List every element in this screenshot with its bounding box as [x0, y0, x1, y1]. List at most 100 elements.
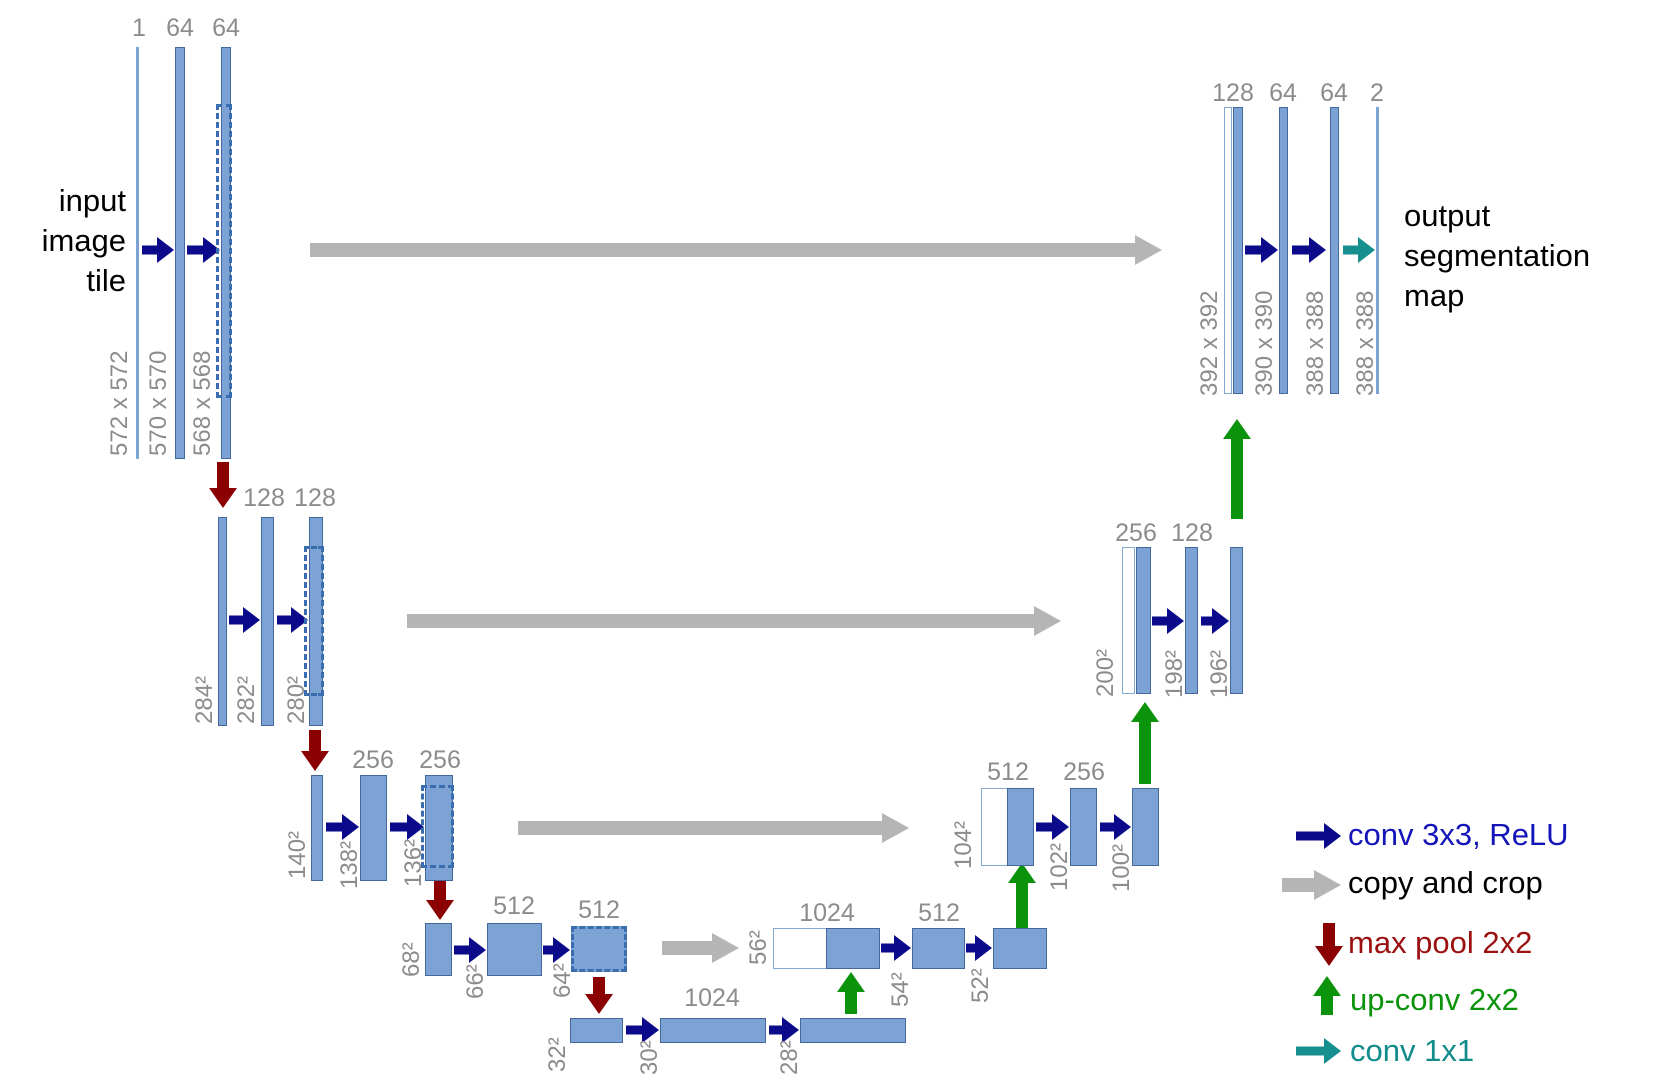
conv3x3-arrow: [1100, 814, 1131, 840]
output-label-line: map: [1404, 278, 1465, 313]
feature-map: [218, 517, 227, 726]
copy-crop-arrow: [518, 813, 909, 843]
feature-map: [1230, 547, 1243, 694]
conv1x1-arrow-legend-icon: [1296, 1038, 1341, 1064]
output-segmentation-map-label: output segmentation map: [1404, 196, 1590, 316]
size-label: 198²: [1161, 649, 1188, 698]
conv1x1-arrow: [1343, 237, 1375, 263]
upconv-arrow: [1223, 419, 1251, 519]
output-label-line: segmentation: [1404, 238, 1591, 273]
channel-count-label: 64: [1320, 79, 1348, 107]
size-label: 388 x 388: [1302, 290, 1329, 396]
conv3x3-arrow: [326, 814, 359, 840]
size-label: 388 x 388: [1352, 290, 1379, 396]
maxpool-arrow: [209, 462, 237, 508]
size-label: 196²: [1206, 649, 1233, 698]
copied-feature-map: [981, 788, 1008, 866]
size-label: 284²: [191, 675, 218, 724]
feature-map: [1185, 547, 1198, 694]
size-label: 568 x 568: [189, 350, 216, 456]
channel-count-label: 256: [1063, 758, 1105, 786]
feature-map: [1136, 547, 1151, 694]
size-label: 390 x 390: [1251, 290, 1278, 396]
feature-map: [1007, 788, 1034, 866]
size-label: 570 x 570: [145, 350, 172, 456]
feature-map: [800, 1018, 906, 1043]
feature-map: [1233, 107, 1243, 394]
feature-map: [570, 1018, 623, 1043]
copy-crop-arrow: [662, 933, 739, 963]
size-label: 200²: [1092, 648, 1119, 697]
channel-count-label: 128: [294, 484, 336, 512]
size-label: 56²: [745, 930, 772, 965]
legend-label-upconv: up-conv 2x2: [1350, 982, 1519, 1017]
size-label: 136²: [400, 838, 427, 887]
feature-map: [360, 775, 387, 881]
size-label: 30²: [636, 1040, 663, 1075]
feature-map: [1070, 788, 1097, 866]
feature-map: [1376, 107, 1379, 394]
channel-count-label: 128: [1171, 519, 1213, 547]
conv3x3-arrow: [966, 935, 992, 961]
upconv-arrow: [837, 972, 865, 1014]
channel-count-label: 128: [243, 484, 285, 512]
feature-map: [660, 1018, 766, 1043]
feature-map: [311, 775, 323, 881]
copied-feature-map: [773, 928, 827, 969]
feature-map: [912, 928, 965, 969]
copy-crop-arrow-legend-icon: [1282, 870, 1341, 900]
size-label: 282²: [233, 675, 260, 724]
size-label: 68²: [398, 942, 425, 977]
legend-label-copy-and-crop: copy and crop: [1348, 865, 1543, 900]
size-label: 28²: [776, 1040, 803, 1075]
conv3x3-arrow: [543, 937, 570, 963]
legend-label-conv3x3: conv 3x3, ReLU: [1348, 817, 1569, 852]
size-label: 54²: [887, 972, 914, 1007]
channel-count-label: 256: [419, 746, 461, 774]
upconv-arrow: [1131, 702, 1159, 784]
channel-count-label: 512: [918, 899, 960, 927]
conv3x3-arrow: [1201, 608, 1229, 634]
conv3x3-arrow: [187, 237, 220, 263]
copied-feature-map: [1224, 107, 1232, 394]
size-label: 100²: [1108, 843, 1135, 892]
channel-count-label: 512: [493, 892, 535, 920]
input-image-tile-label: input image tile: [18, 181, 126, 301]
copy-crop-arrow: [407, 606, 1061, 636]
upconv-arrow: [1008, 863, 1036, 928]
conv3x3-arrow: [1292, 237, 1326, 263]
conv3x3-arrow: [881, 935, 911, 961]
input-label-line: tile: [86, 263, 126, 298]
conv3x3-arrow: [626, 1017, 659, 1043]
feature-map: [571, 926, 627, 972]
copy-crop-arrow: [310, 235, 1162, 265]
channel-count-label: 64: [166, 14, 194, 42]
channel-count-label: 1: [132, 14, 146, 42]
size-label: 64²: [549, 963, 576, 998]
size-label: 280²: [283, 675, 310, 724]
copied-feature-map: [1122, 547, 1135, 694]
channel-count-label: 128: [1212, 79, 1254, 107]
feature-map: [136, 47, 139, 459]
feature-map: [1330, 107, 1339, 394]
feature-map: [1279, 107, 1288, 394]
channel-count-label: 64: [212, 14, 240, 42]
conv3x3-arrow: [1152, 608, 1184, 634]
maxpool-arrow-legend-icon: [1315, 923, 1343, 966]
channel-count-label: 1024: [799, 899, 855, 927]
maxpool-arrow: [585, 977, 613, 1014]
channel-count-label: 2: [1370, 79, 1384, 107]
size-label: 66²: [462, 964, 489, 999]
crop-region-outline: [421, 785, 454, 868]
crop-region-outline: [216, 104, 232, 398]
size-label: 52²: [967, 968, 994, 1003]
output-label-line: output: [1404, 198, 1491, 233]
size-label: 572 x 572: [106, 350, 133, 456]
upconv-arrow-legend-icon: [1313, 976, 1341, 1015]
input-label-line: image: [41, 223, 126, 258]
conv3x3-arrow: [277, 607, 308, 633]
legend-label-conv1x1: conv 1x1: [1350, 1033, 1475, 1068]
legend-label-maxpool: max pool 2x2: [1348, 925, 1533, 960]
maxpool-arrow: [301, 730, 329, 771]
